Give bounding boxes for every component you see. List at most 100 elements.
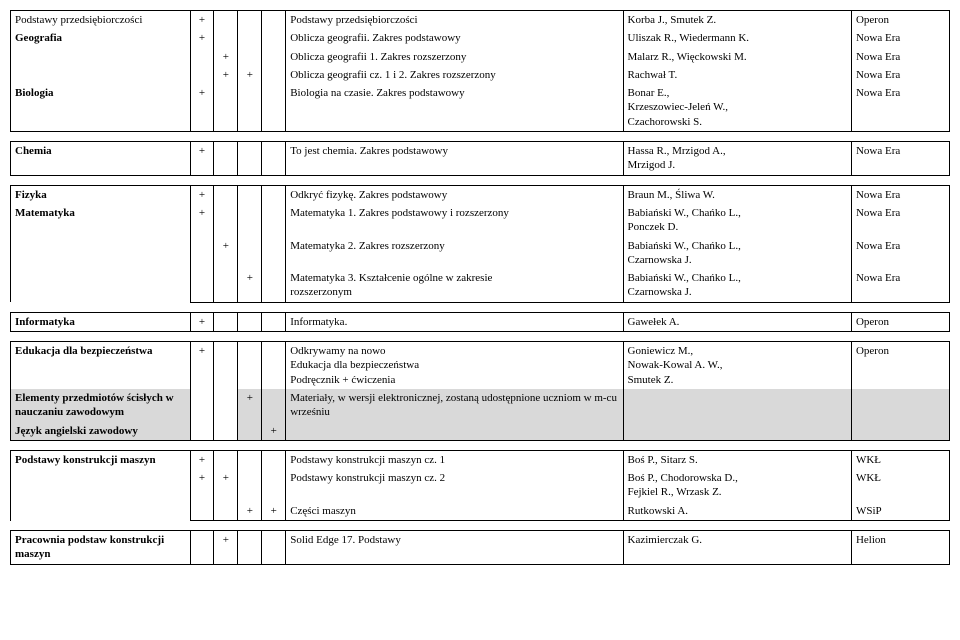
table-cell (262, 142, 286, 176)
table-cell: Bonar E.,Krzeszowiec-Jeleń W.,Czachorows… (623, 84, 851, 131)
table-cell: Oblicza geografii 1. Zakres rozszerzony (286, 48, 623, 66)
table-cell: Babiański W., Chańko L.,Czarnowska J. (623, 237, 851, 270)
table-cell (851, 389, 949, 422)
table-cell: Uliszak R., Wiedermann K. (623, 29, 851, 47)
table-cell: + (262, 422, 286, 441)
table-cell: Edukacja dla bezpieczeństwa (11, 342, 191, 389)
table-cell: Malarz R., Więckowski M. (623, 48, 851, 66)
table-cell: Hassa R., Mrzigod A.,Mrzigod J. (623, 142, 851, 176)
table-cell (238, 422, 262, 441)
table-cell: Matematyka (11, 204, 191, 302)
table-cell: To jest chemia. Zakres podstawowy (286, 142, 623, 176)
table-cell (262, 342, 286, 389)
table-cell (214, 11, 238, 30)
table-cell: + (190, 342, 214, 389)
table-cell: Boś P., Chodorowska D.,Fejkiel R., Wrzas… (623, 469, 851, 502)
table-row (11, 132, 950, 142)
table-cell: + (214, 531, 238, 565)
table-cell: Nowa Era (851, 204, 949, 237)
table-cell: + (190, 312, 214, 331)
table-row (11, 175, 950, 185)
table-cell (214, 389, 238, 422)
table-cell (190, 237, 214, 270)
table-cell: Podstawy przedsiębiorczości (11, 11, 191, 30)
table-cell (214, 342, 238, 389)
table-cell: Operon (851, 11, 949, 30)
table-cell: Materiały, w wersji elektronicznej, zost… (286, 389, 623, 422)
table-cell: Gawełek A. (623, 312, 851, 331)
table-cell: + (238, 502, 262, 521)
table-cell (262, 185, 286, 204)
table-cell: WKŁ (851, 450, 949, 469)
table-cell (190, 269, 214, 302)
table-cell: + (214, 237, 238, 270)
table-cell: Boś P., Sitarz S. (623, 450, 851, 469)
table-cell (190, 389, 214, 422)
table-cell: + (214, 48, 238, 66)
table-row: Pracownia podstaw konstrukcji maszyn+Sol… (11, 531, 950, 565)
table-cell (262, 531, 286, 565)
table-cell (238, 531, 262, 565)
table-cell: Podstawy konstrukcji maszyn cz. 1 (286, 450, 623, 469)
table-cell: + (238, 269, 262, 302)
table-cell: Odkryć fizykę. Zakres podstawowy (286, 185, 623, 204)
table-cell (238, 84, 262, 131)
table-row: Elementy przedmiotów ścisłych w nauczani… (11, 389, 950, 422)
table-cell: Helion (851, 531, 949, 565)
table-cell: + (190, 204, 214, 237)
table-cell (238, 48, 262, 66)
table-cell: Części maszyn (286, 502, 623, 521)
table-cell: Nowa Era (851, 48, 949, 66)
table-cell: Język angielski zawodowy (11, 422, 191, 441)
table-cell: Nowa Era (851, 142, 949, 176)
table-cell (262, 312, 286, 331)
table-cell: Biologia (11, 84, 191, 131)
table-cell: + (190, 84, 214, 131)
table-row: Podstawy konstrukcji maszyn+Podstawy kon… (11, 450, 950, 469)
table-cell: Oblicza geografii cz. 1 i 2. Zakres rozs… (286, 66, 623, 84)
table-cell (238, 204, 262, 237)
table-row: Geografia+Oblicza geografii. Zakres pods… (11, 29, 950, 47)
table-cell (190, 502, 214, 521)
table-cell (190, 531, 214, 565)
table-cell: + (238, 66, 262, 84)
table-cell: Babiański W., Chańko L.,Ponczek D. (623, 204, 851, 237)
table-cell: Matematyka 1. Zakres podstawowy i rozsze… (286, 204, 623, 237)
table-cell (214, 84, 238, 131)
table-cell: Elementy przedmiotów ścisłych w nauczani… (11, 389, 191, 422)
table-cell: Babiański W., Chańko L.,Czarnowska J. (623, 269, 851, 302)
table-cell: + (190, 450, 214, 469)
table-cell (214, 204, 238, 237)
table-cell (238, 312, 262, 331)
table-cell (214, 269, 238, 302)
table-cell (214, 502, 238, 521)
table-cell: + (190, 469, 214, 502)
table-cell (238, 11, 262, 30)
table-row: Podstawy przedsiębiorczości+Podstawy prz… (11, 11, 950, 30)
table-cell: + (190, 142, 214, 176)
table-cell (262, 11, 286, 30)
table-cell: + (190, 11, 214, 30)
table-cell: Informatyka (11, 312, 191, 331)
table-row (11, 332, 950, 342)
table-cell (262, 66, 286, 84)
table-cell (262, 450, 286, 469)
table-cell: Oblicza geografii. Zakres podstawowy (286, 29, 623, 47)
table-cell: Operon (851, 312, 949, 331)
table-cell: + (190, 29, 214, 47)
table-cell: Matematyka 3. Kształcenie ogólne w zakre… (286, 269, 623, 302)
table-cell: Informatyka. (286, 312, 623, 331)
table-cell (623, 389, 851, 422)
table-cell (851, 422, 949, 441)
table-cell (238, 450, 262, 469)
table-cell: Chemia (11, 142, 191, 176)
table-cell: Rutkowski A. (623, 502, 851, 521)
table-cell: Operon (851, 342, 949, 389)
table-row: Informatyka+ Informatyka.Gawełek A.Operon (11, 312, 950, 331)
table-cell: Geografia (11, 29, 191, 84)
table-cell: Goniewicz M.,Nowak-Kowal A. W.,Smutek Z. (623, 342, 851, 389)
table-cell: + (214, 469, 238, 502)
table-cell (214, 185, 238, 204)
table-cell (262, 84, 286, 131)
table-cell: Kazimierczak G. (623, 531, 851, 565)
